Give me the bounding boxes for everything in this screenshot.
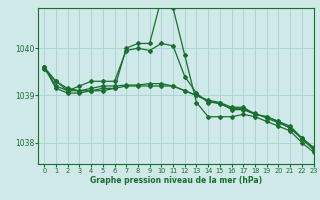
X-axis label: Graphe pression niveau de la mer (hPa): Graphe pression niveau de la mer (hPa) [90, 176, 262, 185]
